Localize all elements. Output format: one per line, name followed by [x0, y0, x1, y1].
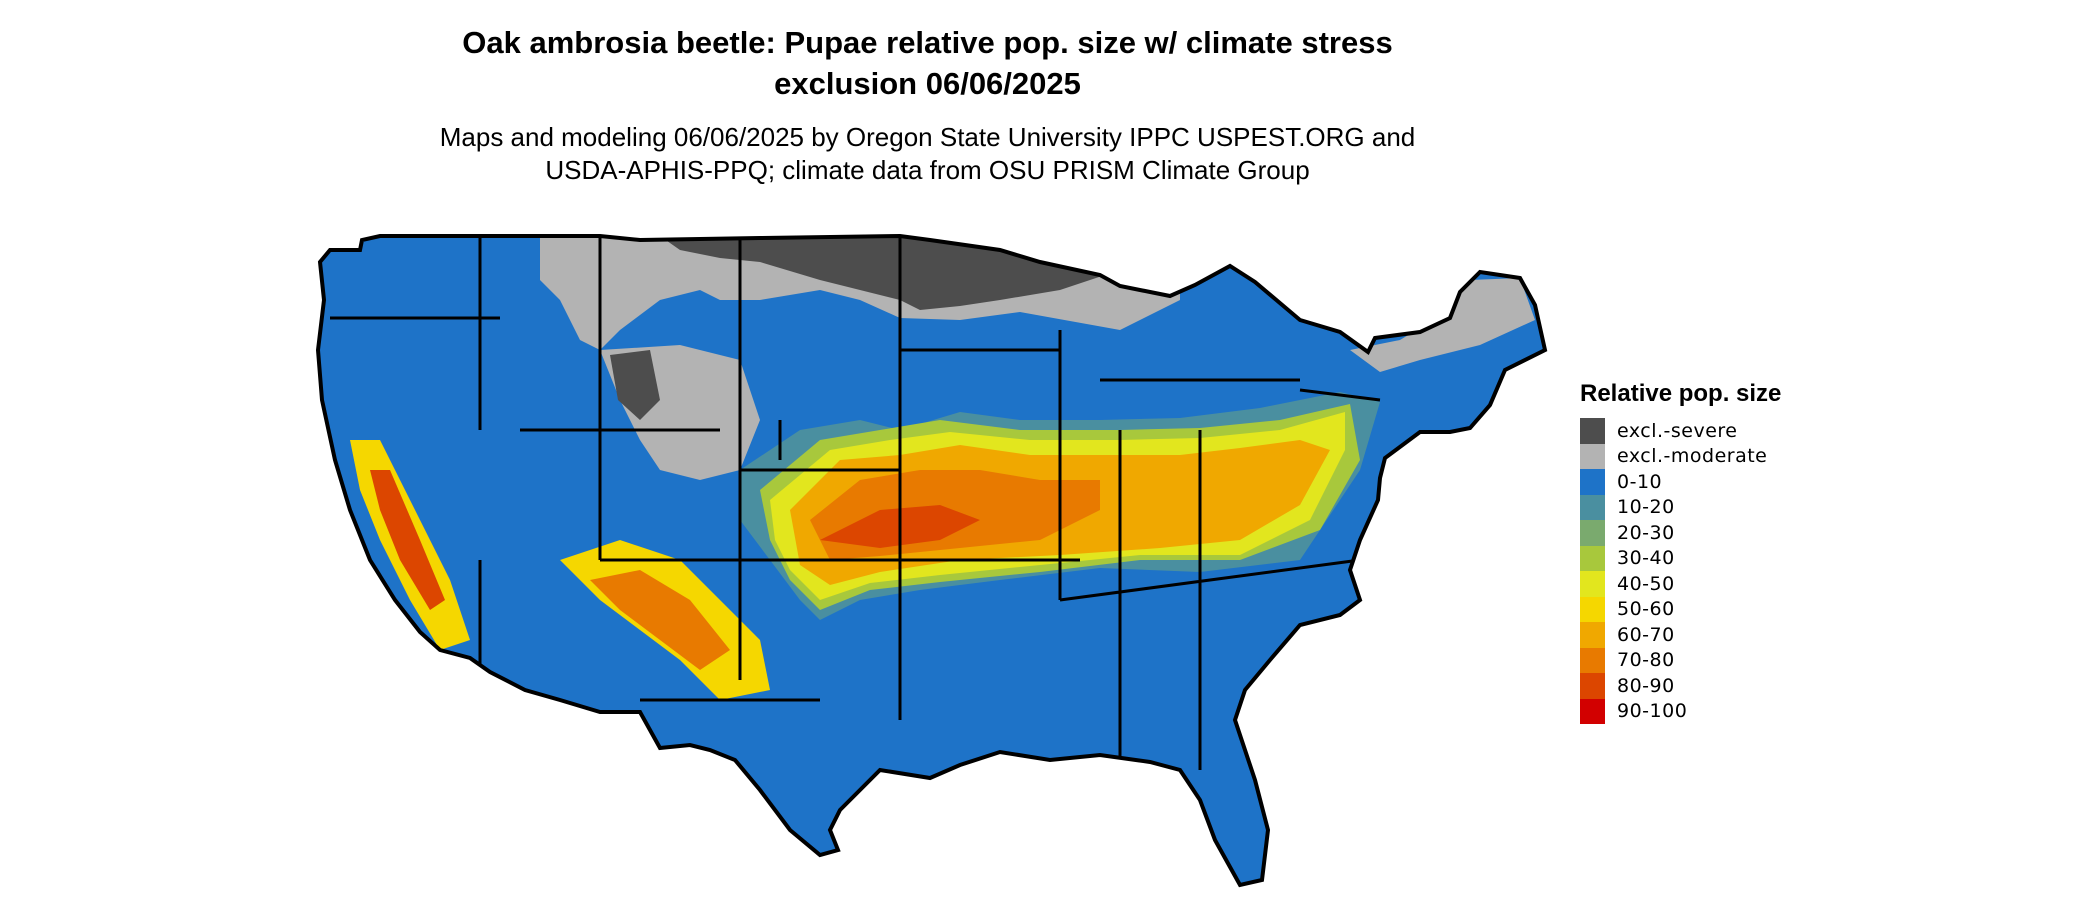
legend-label: 10-20 [1617, 496, 1675, 519]
legend-swatch [1580, 647, 1605, 673]
legend-item: 60-70 [1580, 622, 1781, 648]
legend-swatch [1580, 622, 1605, 648]
legend-label: 20-30 [1617, 521, 1675, 544]
zone-excl-moderate-ne [1350, 278, 1535, 372]
legend-swatch [1580, 673, 1605, 699]
legend-label: 30-40 [1617, 547, 1675, 570]
legend-item: 20-30 [1580, 520, 1781, 546]
legend-item: 70-80 [1580, 647, 1781, 673]
subtitle-line-1: Maps and modeling 06/06/2025 by Oregon S… [439, 122, 1416, 152]
legend-item: 10-20 [1580, 494, 1781, 520]
legend-swatch [1580, 494, 1605, 520]
zone-80-90-california [370, 470, 445, 610]
legend-item: 30-40 [1580, 545, 1781, 571]
legend-item: excl.-moderate [1580, 443, 1781, 469]
legend-item: 0-10 [1580, 469, 1781, 495]
legend-item: 90-100 [1580, 698, 1781, 724]
title-line-1: Oak ambrosia beetle: Pupae relative pop.… [462, 25, 1393, 60]
legend-label: 50-60 [1617, 598, 1675, 621]
legend-swatch [1580, 545, 1605, 571]
legend-swatch [1580, 418, 1605, 444]
legend-label: excl.-severe [1617, 419, 1738, 442]
legend-item: 40-50 [1580, 571, 1781, 597]
zone-70-80-southwest [590, 570, 730, 670]
legend-swatch [1580, 571, 1605, 597]
legend-item: 50-60 [1580, 596, 1781, 622]
legend-item: 80-90 [1580, 673, 1781, 699]
us-map [315, 233, 1548, 888]
legend-label: 60-70 [1617, 623, 1675, 646]
legend-label: 80-90 [1617, 674, 1675, 697]
legend-swatch [1580, 698, 1605, 724]
us-outline [315, 233, 1548, 888]
legend-items: excl.-severe excl.-moderate 0-10 10-20 20-30… [1580, 418, 1781, 724]
legend-label: 90-100 [1617, 700, 1688, 723]
legend-title: Relative pop. size [1580, 380, 1782, 407]
legend-label: 40-50 [1617, 572, 1675, 595]
map-title: Oak ambrosia beetle: Pupae relative pop.… [0, 22, 1855, 104]
map-subtitle: Maps and modeling 06/06/2025 by Oregon S… [0, 121, 1855, 187]
zone-excl-severe-wy [610, 350, 660, 420]
legend-label: 0-10 [1617, 470, 1663, 493]
legend-swatch [1580, 596, 1605, 622]
legend-item: excl.-severe [1580, 418, 1781, 444]
title-line-2: exclusion 06/06/2025 [774, 66, 1081, 101]
subtitle-line-2: USDA-APHIS-PPQ; climate data from OSU PR… [545, 155, 1310, 185]
legend-swatch [1580, 520, 1605, 546]
legend-label: 70-80 [1617, 649, 1675, 672]
legend: Relative pop. size excl.-severe excl.-mod… [1580, 380, 1781, 724]
legend-swatch [1580, 443, 1605, 469]
legend-label: excl.-moderate [1617, 445, 1768, 468]
legend-swatch [1580, 469, 1605, 495]
state-borders [330, 236, 1381, 770]
